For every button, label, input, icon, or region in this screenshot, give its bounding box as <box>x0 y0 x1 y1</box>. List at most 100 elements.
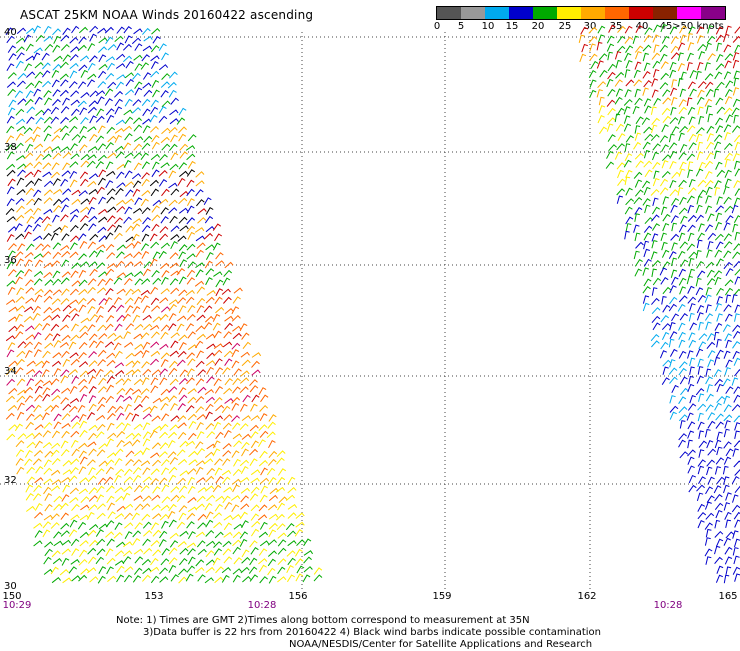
wind-barb <box>706 90 713 97</box>
wind-barb <box>142 378 149 385</box>
wind-barb <box>81 318 90 323</box>
wind-barb <box>661 62 668 69</box>
wind-barb <box>187 522 195 528</box>
wind-barb <box>223 549 231 555</box>
wind-barb <box>24 35 31 42</box>
wind-barb <box>53 252 61 258</box>
wind-barb <box>89 396 96 403</box>
wind-barb <box>652 90 658 98</box>
wind-barb <box>206 278 213 285</box>
wind-barb <box>170 541 178 548</box>
wind-barb <box>171 135 178 142</box>
wind-barb <box>60 62 68 68</box>
wind-barb <box>278 540 286 546</box>
wind-barb <box>143 73 150 80</box>
wind-barb <box>251 487 259 493</box>
wind-barb <box>143 414 151 419</box>
wind-barb <box>71 91 79 97</box>
wind-barb <box>27 477 35 483</box>
wind-barb <box>35 441 43 448</box>
wind-barb <box>188 389 197 394</box>
wind-barb <box>87 161 95 167</box>
wind-barb <box>27 467 35 473</box>
wind-barb <box>63 189 71 195</box>
wind-barb <box>735 233 740 241</box>
wind-barb <box>107 377 115 384</box>
wind-barb <box>198 218 206 224</box>
wind-barb <box>107 197 115 203</box>
wind-barb <box>151 523 158 530</box>
wind-barb <box>643 303 649 311</box>
wind-barb <box>671 270 677 278</box>
wind-barb <box>716 118 723 125</box>
wind-barb <box>72 324 79 331</box>
wind-barb <box>89 262 97 267</box>
wind-barb <box>98 178 105 185</box>
wind-barb <box>660 351 666 358</box>
wind-barb <box>214 423 221 430</box>
wind-barb <box>44 297 52 303</box>
wind-barb <box>161 217 169 224</box>
wind-barb <box>717 82 725 88</box>
wind-barb <box>61 215 69 221</box>
wind-barb <box>197 415 205 420</box>
wind-barb <box>96 250 103 257</box>
wind-barb <box>716 35 724 42</box>
wind-barb <box>725 289 733 296</box>
wind-barb <box>188 498 197 503</box>
wind-barb <box>106 233 114 240</box>
wind-barb <box>44 27 51 34</box>
wind-barb <box>61 278 69 284</box>
wind-barb <box>215 387 222 394</box>
wind-barb <box>717 566 723 573</box>
wind-barb <box>35 386 42 393</box>
wind-barb <box>106 181 113 188</box>
wind-barb <box>598 35 604 43</box>
wind-barb <box>287 551 295 557</box>
wind-barb <box>179 163 187 169</box>
wind-barb <box>214 549 222 556</box>
wind-barb <box>125 298 133 304</box>
wind-barb <box>725 368 731 376</box>
wind-barb <box>153 37 161 44</box>
wind-barb <box>207 469 215 475</box>
wind-barb <box>150 453 159 458</box>
wind-barb <box>69 407 77 413</box>
wind-barb <box>714 89 719 97</box>
wind-barb <box>234 460 241 467</box>
wind-barb <box>169 369 177 375</box>
wind-barb <box>678 64 685 71</box>
wind-barb <box>143 423 150 430</box>
wind-barb <box>634 198 642 204</box>
wind-barb <box>126 451 134 457</box>
wind-barb <box>679 340 685 347</box>
wind-barb <box>660 45 668 52</box>
wind-barb <box>124 161 131 168</box>
wind-barb <box>716 575 722 582</box>
wind-barb <box>643 45 651 51</box>
wind-barb <box>80 216 88 222</box>
wind-barb <box>169 548 177 554</box>
wind-barb <box>680 89 686 97</box>
wind-barb <box>196 326 204 332</box>
wind-barb <box>663 215 671 222</box>
wind-barb <box>53 200 61 206</box>
wind-barb <box>724 538 731 545</box>
wind-barb <box>34 254 43 259</box>
wind-barb <box>651 107 656 115</box>
wind-barb <box>716 126 723 133</box>
wind-barb <box>705 523 713 530</box>
wind-barb <box>124 332 131 339</box>
wind-barb <box>706 43 712 51</box>
wind-barb <box>725 421 731 429</box>
wind-barb <box>206 512 213 519</box>
wind-barb <box>117 27 125 33</box>
wind-barb <box>296 513 304 518</box>
wind-barb <box>715 546 721 554</box>
wind-barb <box>54 341 61 348</box>
wind-barb <box>214 344 223 349</box>
wind-barb <box>90 270 98 276</box>
wind-barb <box>52 578 61 583</box>
wind-barb <box>116 189 124 195</box>
wind-barb <box>222 576 229 583</box>
